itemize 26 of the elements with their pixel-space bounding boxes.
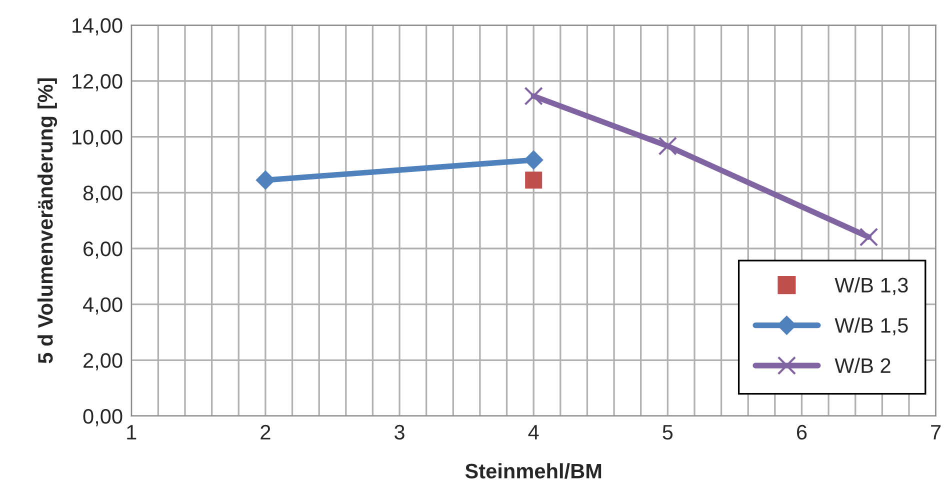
x-tick-label: 7 (931, 425, 941, 440)
x-tick-label: 5 (662, 425, 673, 440)
y-tick-label: 6,00 (84, 241, 122, 259)
x-tick-label: 3 (394, 424, 404, 440)
y-tick-label: 4,00 (82, 297, 122, 315)
y-tick-label: 10,00 (72, 130, 122, 148)
point (859, 228, 878, 246)
x-tick-label: 6 (797, 424, 807, 440)
legend-label: W/B 1,3 (834, 277, 908, 296)
x-tick-label: 4 (528, 425, 539, 440)
x-axis-title: Steinmehl/BM (465, 463, 602, 479)
y-tick-label: 8,00 (83, 186, 122, 203)
point (524, 86, 543, 106)
x-tick-label: 1 (127, 425, 136, 440)
legend-label: W/B 2 (834, 358, 890, 374)
x-tick-label: 2 (260, 424, 270, 440)
y-tick-label: 12,00 (72, 74, 122, 92)
point (256, 170, 276, 190)
legend-label: W/B 1,5 (834, 318, 908, 336)
y-tick-label: 2,00 (84, 353, 122, 370)
point (525, 172, 542, 189)
y-axis-title: 5 d Volumenveränderung [%] (38, 78, 58, 364)
y-tick-label: 0,00 (83, 408, 122, 426)
y-tick-label: 14,00 (72, 18, 122, 36)
point (524, 150, 544, 170)
point (658, 136, 678, 156)
